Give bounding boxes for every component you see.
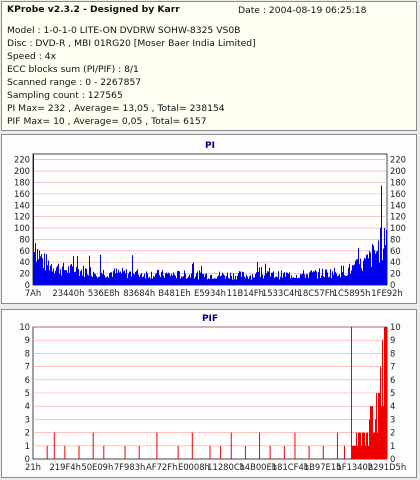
pif-chart-panel: PIF 0 0 1 1 2 2 3 3 4 4 5 5 6 6 7 7 8 8 9 9 10 10 21h 219F4h 50E0… bbox=[1, 309, 417, 478]
y-tick-label-left: 40 bbox=[19, 257, 30, 267]
y-tick-label-left: 5 bbox=[25, 388, 30, 398]
x-tick-label: B481Eh bbox=[158, 288, 190, 298]
x-tick-label: 1533C4h bbox=[262, 288, 300, 298]
y-tick-label-left: 4 bbox=[25, 401, 30, 411]
y-tick-label-right: 60 bbox=[390, 246, 401, 256]
x-tick-label: 14B00Eh bbox=[239, 462, 277, 472]
range-line: Scanned range : 0 - 2267857 bbox=[7, 77, 142, 88]
x-tick-label: 11280Ch bbox=[207, 462, 245, 472]
y-tick-label-left: 160 bbox=[14, 189, 30, 199]
y-tick-label-left: 6 bbox=[25, 375, 30, 385]
y-tick-label-right: 1 bbox=[390, 441, 395, 451]
x-tick-label: AF72Fh bbox=[146, 462, 177, 472]
model-line: Model : 1-0-1-0 LITE-ON DVDRW SOHW-8325 … bbox=[7, 25, 241, 36]
x-tick-label: 1F1340h bbox=[336, 462, 373, 472]
y-tick-label-right: 100 bbox=[390, 223, 406, 233]
x-tick-label: 1C5895h bbox=[333, 288, 371, 298]
chart-title: PI bbox=[205, 141, 215, 151]
pi-chart-panel: PI 0 0 20 20 40 40 60 60 80 80 100 100 120 120 140 140 16… bbox=[1, 134, 417, 304]
ecc-line: ECC blocks sum (PI/PIF) : 8/1 bbox=[7, 64, 139, 75]
y-tick-label-left: 0 bbox=[25, 280, 30, 290]
y-tick-label-left: 80 bbox=[19, 234, 30, 244]
y-tick-label-right: 20 bbox=[390, 269, 401, 279]
pi-stats-line: PI Max= 232 , Average= 13,05 , Total= 23… bbox=[7, 103, 225, 114]
y-tick-label-left: 7 bbox=[25, 362, 30, 372]
y-tick-label-left: 100 bbox=[14, 223, 30, 233]
y-tick-label-right: 8 bbox=[390, 348, 395, 358]
y-tick-label-right: 2 bbox=[390, 428, 395, 438]
y-tick-label-left: 0 bbox=[25, 454, 30, 464]
x-tick-label: 7Ah bbox=[25, 288, 41, 298]
x-tick-label: 18C57Fh bbox=[298, 288, 335, 298]
x-tick-label: 536E8h bbox=[88, 288, 120, 298]
y-tick-label-right: 80 bbox=[390, 234, 401, 244]
scan-date: Date : 2004-08-19 06:25:18 bbox=[238, 5, 367, 16]
pif-stats-line: PIF Max= 10 , Average= 0,05 , Total= 615… bbox=[7, 116, 207, 127]
y-tick-label-right: 180 bbox=[390, 177, 406, 187]
y-tick-label-right: 140 bbox=[390, 200, 406, 210]
y-tick-label-right: 7 bbox=[390, 362, 395, 372]
y-tick-label-left: 140 bbox=[14, 200, 30, 210]
y-tick-label-right: 0 bbox=[390, 280, 395, 290]
y-tick-label-left: 20 bbox=[19, 269, 30, 279]
x-tick-label: 219F4h bbox=[49, 462, 80, 472]
y-tick-label-right: 3 bbox=[390, 414, 395, 424]
y-tick-label-left: 200 bbox=[14, 166, 30, 176]
chart-title: PIF bbox=[202, 314, 218, 324]
y-tick-label-left: 10 bbox=[19, 322, 30, 332]
y-tick-label-right: 120 bbox=[390, 212, 406, 222]
series-PIF bbox=[46, 327, 387, 459]
speed-line: Speed : 4x bbox=[7, 51, 57, 62]
y-tick-label-right: 4 bbox=[390, 401, 395, 411]
x-tick-label: E5934h bbox=[194, 288, 226, 298]
y-tick-label-left: 220 bbox=[14, 155, 30, 165]
series-PI bbox=[33, 154, 387, 285]
sampling-line: Sampling count : 127565 bbox=[7, 90, 123, 101]
x-tick-label: E0008h bbox=[178, 462, 210, 472]
y-tick-label-left: 180 bbox=[14, 177, 30, 187]
x-tick-label: 1B97E1h bbox=[304, 462, 342, 472]
y-tick-label-right: 10 bbox=[390, 322, 401, 332]
y-tick-label-right: 200 bbox=[390, 166, 406, 176]
x-tick-label: 83684h bbox=[123, 288, 155, 298]
x-tick-label: 23440h bbox=[52, 288, 84, 298]
y-tick-label-left: 1 bbox=[25, 441, 30, 451]
y-tick-label-left: 120 bbox=[14, 212, 30, 222]
disc-info-panel: KProbe v2.3.2 - Designed by Karr Date : … bbox=[1, 1, 417, 131]
app-title: KProbe v2.3.2 - Designed by Karr bbox=[7, 4, 180, 15]
plot-area bbox=[32, 153, 388, 286]
y-tick-label-left: 60 bbox=[19, 246, 30, 256]
y-tick-label-left: 2 bbox=[25, 428, 30, 438]
x-tick-label: 181CF4h bbox=[272, 462, 309, 472]
y-tick-label-right: 40 bbox=[390, 257, 401, 267]
x-tick-label: 50E09h bbox=[81, 462, 113, 472]
disc-line: Disc : DVD-R , MBI 01RG20 [Moser Baer In… bbox=[7, 38, 256, 49]
y-tick-label-right: 5 bbox=[390, 388, 395, 398]
y-tick-label-right: 9 bbox=[390, 335, 395, 345]
x-tick-label: 7F983h bbox=[114, 462, 145, 472]
x-tick-label: 11B14Fh bbox=[227, 288, 264, 298]
x-tick-label: 1FE92h bbox=[371, 288, 402, 298]
x-tick-label: 2291D5h bbox=[368, 462, 406, 472]
y-tick-label-left: 9 bbox=[25, 335, 30, 345]
pif-chart: PIF 0 0 1 1 2 2 3 3 4 4 5 5 6 6 7 7 8 8 9 9 10 10 21h 219F4h 50E0… bbox=[19, 314, 406, 472]
y-tick-label-right: 220 bbox=[390, 155, 406, 165]
x-tick-label: 21h bbox=[25, 462, 41, 472]
y-tick-label-left: 3 bbox=[25, 414, 30, 424]
y-tick-label-right: 160 bbox=[390, 189, 406, 199]
y-tick-label-right: 0 bbox=[390, 454, 395, 464]
y-tick-label-left: 8 bbox=[25, 348, 30, 358]
y-tick-label-right: 6 bbox=[390, 375, 395, 385]
